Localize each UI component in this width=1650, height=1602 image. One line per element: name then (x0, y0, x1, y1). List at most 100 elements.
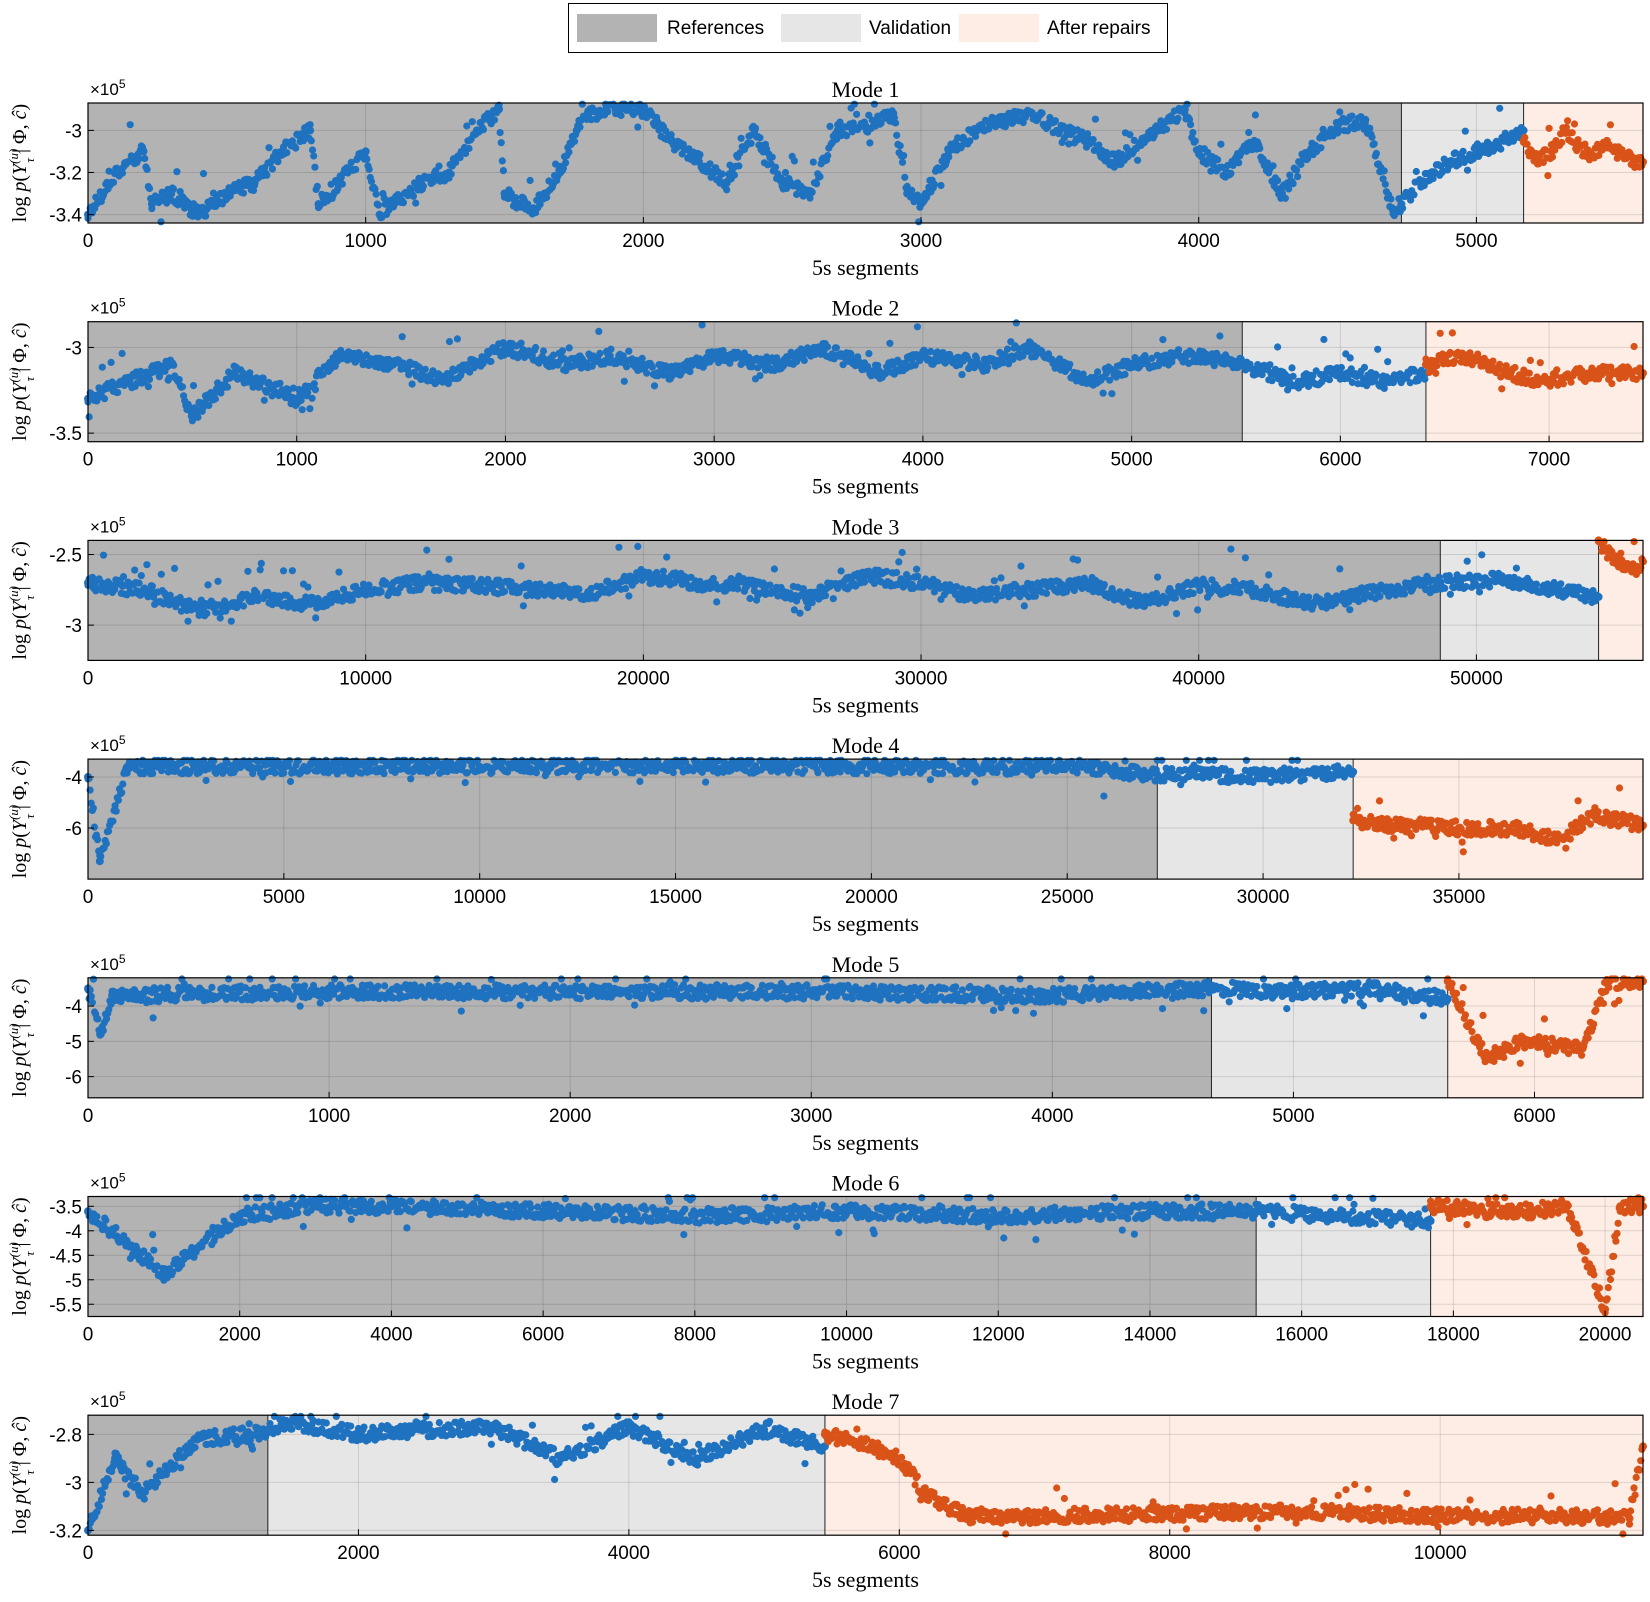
data-point (112, 807, 120, 815)
data-point (706, 160, 714, 168)
data-point (715, 359, 723, 367)
data-point (90, 823, 98, 831)
data-point (407, 185, 415, 193)
data-point (265, 144, 273, 152)
data-point (1139, 599, 1148, 608)
x-tick-label: 0 (83, 231, 94, 252)
x-tick-label: 0 (83, 668, 94, 689)
data-point (1285, 185, 1293, 193)
data-point (913, 323, 922, 331)
data-point (663, 553, 671, 561)
data-point (292, 394, 301, 403)
data-point (1286, 171, 1294, 179)
data-point (623, 363, 631, 371)
data-point (572, 126, 581, 135)
data-point (472, 581, 481, 590)
data-point (372, 190, 380, 198)
data-point (1589, 151, 1597, 160)
data-point (1500, 575, 1509, 584)
data-point (407, 775, 415, 783)
data-point (1444, 157, 1453, 166)
data-point (1575, 143, 1584, 152)
x-tick-label: 4000 (1178, 231, 1220, 252)
data-point (217, 389, 225, 397)
data-point (1175, 346, 1183, 354)
data-point (972, 592, 981, 601)
data-point (627, 100, 635, 108)
data-point (877, 369, 886, 378)
data-point (570, 137, 579, 145)
data-point (244, 567, 252, 575)
y-axis-label: log p(Y(u)τ | Φ, ĉ) (6, 323, 37, 441)
data-point (843, 132, 851, 140)
data-point (167, 189, 176, 198)
data-point (202, 776, 210, 785)
data-point (230, 369, 239, 378)
data-point (558, 347, 567, 355)
data-point (524, 200, 532, 208)
data-point (203, 609, 211, 618)
data-point (723, 186, 731, 194)
data-point (1421, 360, 1430, 369)
data-point (686, 368, 694, 376)
data-point (770, 565, 779, 573)
data-point (1094, 368, 1102, 376)
data-point (622, 585, 630, 593)
data-point (1028, 585, 1037, 594)
data-point (611, 768, 620, 777)
data-point (111, 168, 120, 177)
data-point (118, 789, 126, 797)
data-point (144, 383, 152, 391)
y-exponent-label: ×105 (90, 514, 126, 536)
data-point (288, 567, 296, 575)
data-point (365, 165, 373, 173)
data-point (468, 575, 476, 583)
data-point (1532, 580, 1540, 588)
data-point (139, 585, 148, 594)
data-point (1360, 363, 1369, 371)
data-point (136, 373, 144, 381)
y-exponent-label: ×105 (90, 296, 126, 318)
data-point (189, 382, 198, 390)
data-point (713, 598, 721, 606)
data-point (468, 118, 476, 126)
data-point (1511, 363, 1519, 372)
data-point (94, 836, 102, 844)
data-point (307, 137, 315, 145)
data-point (1416, 179, 1425, 187)
data-point (583, 109, 592, 118)
data-point (398, 333, 406, 341)
data-point (1407, 196, 1415, 204)
data-point (1630, 157, 1639, 166)
data-point (654, 372, 662, 380)
data-point (735, 162, 743, 170)
data-point (1478, 551, 1486, 559)
data-point (453, 335, 461, 343)
data-point (1172, 610, 1181, 618)
data-point (137, 572, 145, 580)
data-point (1187, 121, 1195, 129)
data-point (1533, 157, 1542, 166)
data-point (1150, 131, 1158, 139)
data-point (263, 171, 271, 179)
data-point (895, 558, 903, 566)
data-point (1130, 136, 1138, 144)
data-point (659, 567, 668, 575)
data-point (1305, 599, 1314, 608)
data-point (1189, 589, 1197, 598)
data-point (896, 142, 904, 150)
data-point (837, 567, 845, 575)
legend-label-validation: Validation (869, 18, 952, 39)
data-point (750, 581, 759, 590)
data-point (796, 609, 804, 617)
series-repaired (1519, 117, 1647, 180)
data-point (1389, 206, 1398, 215)
data-point (487, 357, 495, 366)
data-point (937, 181, 945, 190)
data-point (143, 165, 151, 173)
data-point (1317, 144, 1325, 152)
data-point (634, 542, 642, 551)
data-point (1166, 115, 1175, 124)
data-point (119, 780, 127, 788)
data-point (625, 592, 633, 600)
